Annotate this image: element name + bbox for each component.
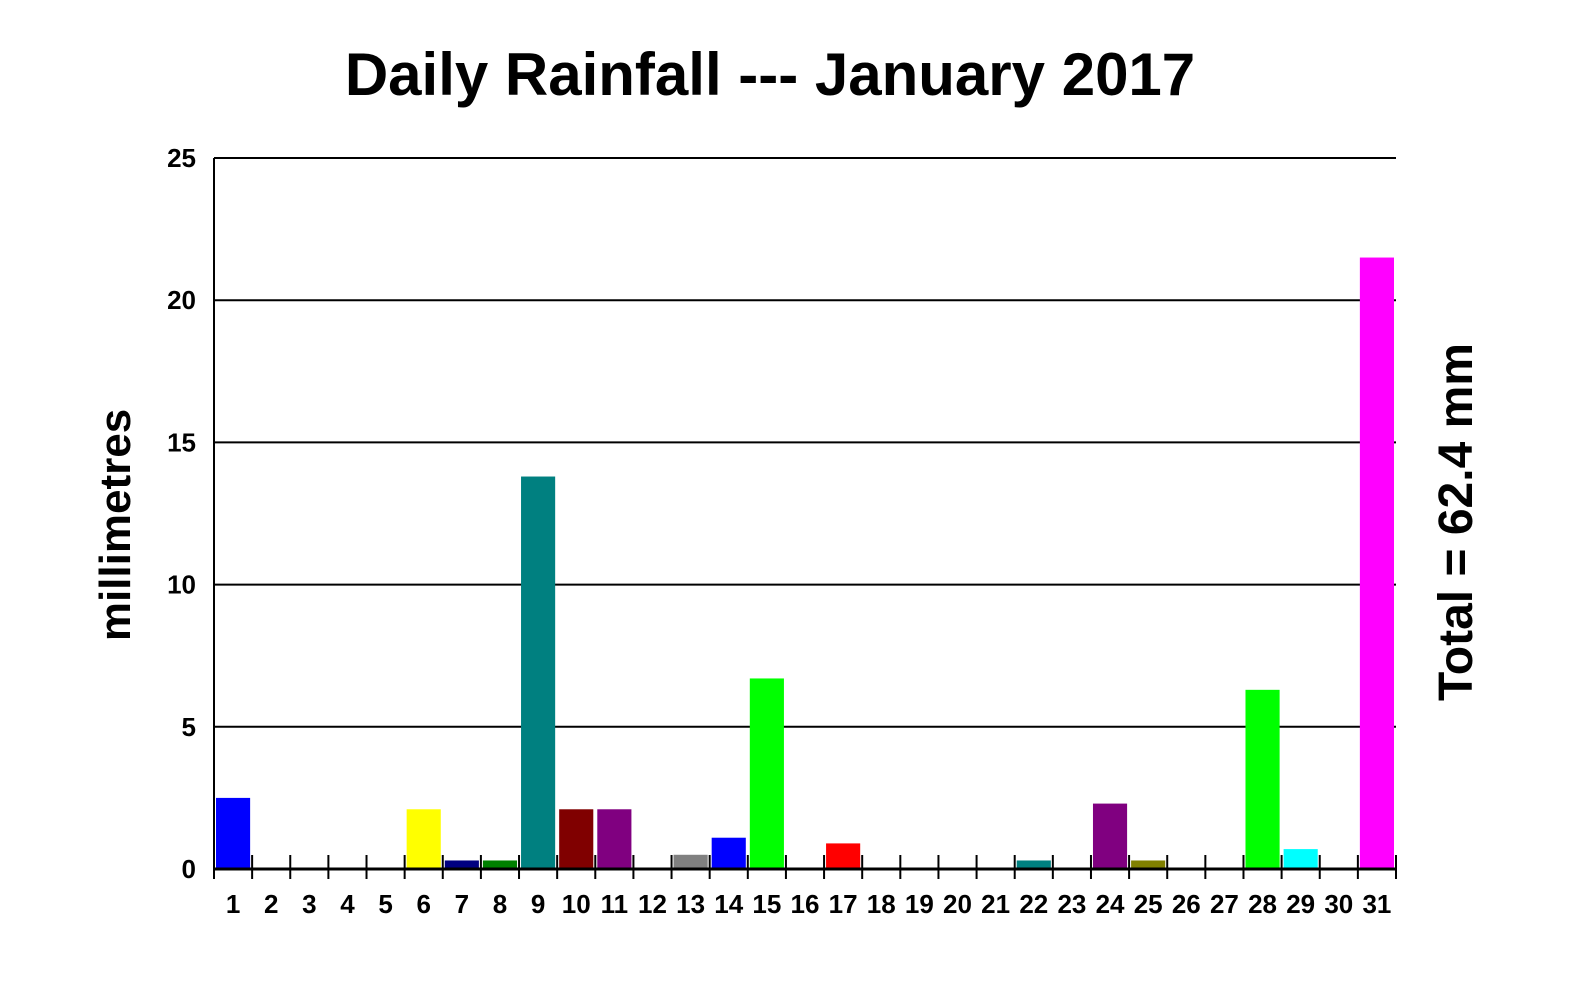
x-tick-label: 15	[752, 889, 781, 919]
axes	[213, 158, 1397, 879]
x-tick-label: 25	[1134, 889, 1163, 919]
x-tick-label: 22	[1019, 889, 1048, 919]
y-tick-label: 10	[167, 570, 196, 600]
x-tick-label: 6	[416, 889, 430, 919]
bar-day-25	[1131, 860, 1166, 869]
bar-day-24	[1092, 803, 1128, 869]
x-tick-label: 26	[1172, 889, 1201, 919]
bar-day-8	[482, 860, 518, 869]
y-tick-labels: 0 5 10 15 20 25	[167, 143, 196, 884]
bars	[216, 257, 1394, 869]
x-tick-label: 17	[829, 889, 858, 919]
bar-day-29	[1283, 849, 1318, 869]
y-tick-label: 25	[167, 143, 196, 173]
bar-day-10	[559, 809, 594, 869]
bar-day-28	[1245, 689, 1280, 869]
bar-day-31	[1359, 257, 1394, 869]
y-tick-label: 20	[167, 285, 196, 315]
x-tick-label: 27	[1210, 889, 1239, 919]
gridlines	[214, 157, 1396, 728]
x-tick-label: 20	[943, 889, 972, 919]
x-tick-label: 18	[867, 889, 896, 919]
bar-day-1	[216, 797, 251, 869]
y-tick-label: 5	[182, 712, 196, 742]
x-tick-labels: 1 2 3 4 5 6 7 8 9 10 11 12 13 14 15 16 17 18 19 20 21 22 23 24 2…	[226, 889, 1392, 919]
bar-day-11	[597, 809, 632, 869]
x-tick-label: 13	[676, 889, 705, 919]
x-tick-label: 16	[791, 889, 820, 919]
bar-day-14	[711, 837, 746, 869]
bar-day-13	[673, 854, 708, 869]
x-tick-label: 23	[1057, 889, 1086, 919]
x-tick-label: 31	[1362, 889, 1391, 919]
x-tick-label: 9	[531, 889, 545, 919]
x-tick-label: 8	[493, 889, 507, 919]
x-tick-label: 14	[714, 889, 743, 919]
x-tick-label: 21	[981, 889, 1010, 919]
total-annotation: Total = 62.4 mm	[1430, 343, 1483, 701]
x-tick-label: 11	[601, 889, 629, 919]
bar-day-7	[444, 860, 479, 869]
x-tick-label: 30	[1324, 889, 1353, 919]
bar-day-15	[749, 678, 784, 869]
x-tick-label: 12	[638, 889, 667, 919]
x-tick-label: 1	[226, 889, 240, 919]
chart-title: Daily Rainfall --- January 2017	[345, 41, 1195, 108]
x-tick-label: 28	[1248, 889, 1277, 919]
x-tick-label: 7	[455, 889, 469, 919]
x-tick-label: 3	[302, 889, 316, 919]
y-tick-label: 15	[167, 427, 196, 457]
x-tick-label: 19	[905, 889, 934, 919]
x-tick-label: 10	[562, 889, 591, 919]
bar-day-6	[406, 809, 441, 869]
bar-day-22	[1016, 860, 1051, 869]
bar-day-9	[521, 476, 556, 869]
x-tick-label: 29	[1286, 889, 1315, 919]
bar-day-17	[826, 843, 861, 869]
y-tick-label: 0	[182, 854, 196, 884]
x-tick-label: 2	[264, 889, 278, 919]
y-axis-label: millimetres	[91, 409, 140, 641]
x-tick-label: 24	[1096, 889, 1125, 919]
x-tick-label: 5	[378, 889, 392, 919]
x-tick-label: 4	[340, 889, 355, 919]
